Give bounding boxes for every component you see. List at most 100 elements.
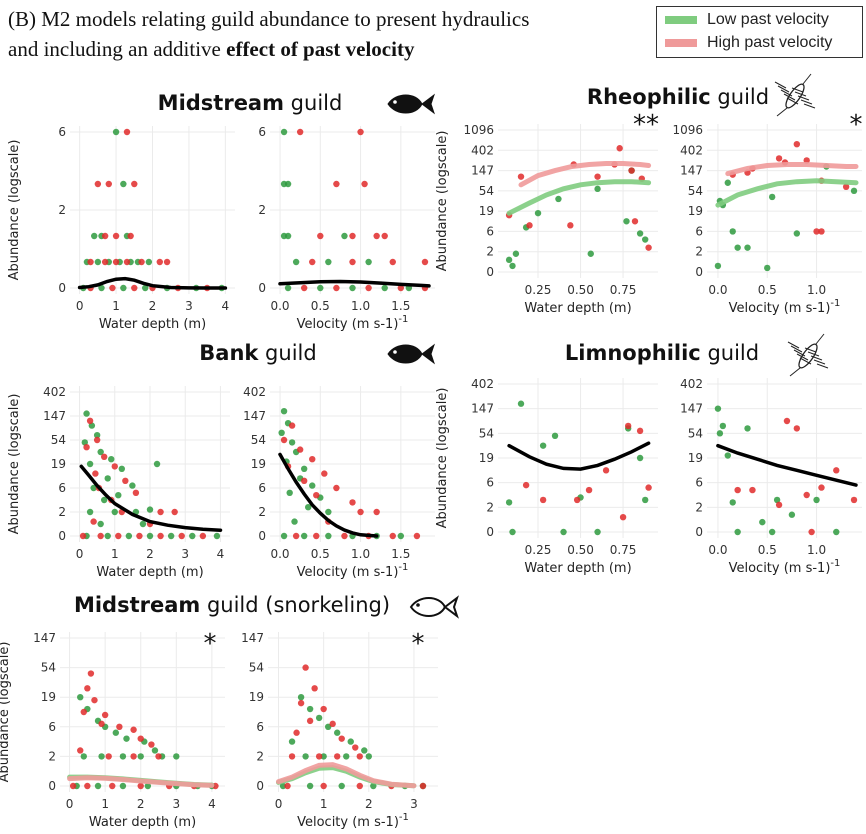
red-point [100, 453, 108, 460]
green-point [98, 753, 105, 760]
red-point [155, 753, 162, 760]
green-point [768, 528, 776, 536]
green-point [111, 508, 118, 516]
y-tick-label: 6 [48, 720, 56, 734]
fish-eye [416, 603, 420, 607]
legend-swatch-low [665, 16, 697, 24]
legend-item-high: High past velocity [665, 32, 832, 54]
y-tick-label: 6 [695, 476, 703, 490]
green-point [86, 460, 94, 468]
green-point [119, 753, 127, 760]
larva-leg [800, 99, 813, 105]
green-point [83, 410, 90, 417]
x-tick-label: 1.5 [391, 299, 410, 313]
legend-item-low: Low past velocity [665, 9, 829, 31]
red-point [526, 222, 533, 229]
green-point [505, 499, 513, 506]
green-point [104, 475, 111, 482]
y-tick-label: 19 [688, 451, 703, 465]
red-point [112, 232, 120, 240]
green-point [759, 518, 766, 526]
red-point [148, 741, 155, 748]
green-point [768, 193, 776, 201]
larva-antenna [815, 333, 825, 345]
fit-line [79, 464, 223, 532]
x-axis-label: Velocity (m s-1)-1 [297, 314, 409, 332]
green-point [142, 284, 149, 292]
y-tick-label: 54 [251, 433, 266, 447]
red-point [389, 532, 396, 540]
green-point [291, 518, 298, 525]
x-tick-label: 1 [320, 797, 328, 811]
significance-mark: * [850, 110, 863, 140]
red-point [311, 685, 318, 692]
y-tick-label: 54 [479, 184, 494, 198]
red-point [98, 720, 105, 728]
green-point [167, 532, 175, 540]
y-tick-label: 402 [243, 385, 266, 399]
red-fit-line [518, 161, 652, 188]
green-point [94, 258, 102, 266]
green-point [505, 256, 513, 264]
green-point [97, 448, 104, 456]
y-tick-label: 19 [51, 457, 66, 471]
red-point [517, 173, 525, 180]
green-point [306, 782, 314, 790]
x-axis-label: Velocity (m s-1)-1 [297, 562, 409, 580]
y-tick-label: 147 [241, 631, 264, 645]
y-tick-label: 402 [471, 143, 494, 157]
red-point [320, 782, 327, 790]
x-tick-label: 0.5 [758, 283, 777, 297]
red-point [69, 782, 77, 790]
y-tick-label: 2 [48, 749, 56, 763]
red-point [94, 180, 102, 188]
panel-title-3: Limnophilic guild [565, 341, 759, 365]
fit-line [507, 441, 651, 471]
green-point [555, 195, 562, 203]
green-point [129, 482, 136, 489]
y-tick-label: 54 [41, 661, 56, 675]
green-point [284, 232, 292, 240]
larva-leg [774, 81, 787, 89]
x-tick-label: 2 [146, 547, 154, 561]
fish-body [387, 344, 423, 364]
subplot-0: 0 2 6 0 1 2 3 4 Water depth (m) Abundance (logsca… [7, 125, 235, 332]
x-tick-label: 0.25 [525, 543, 552, 557]
green-point [137, 753, 144, 760]
green-point [714, 405, 722, 412]
y-tick-label: 54 [479, 426, 494, 440]
x-axis-label: Water depth (m) [524, 301, 631, 316]
red-point [818, 228, 825, 235]
green-point [112, 128, 120, 136]
red-point [280, 436, 288, 444]
y-tick-label: 6 [486, 224, 494, 238]
green-point [90, 484, 97, 492]
red-point [137, 782, 144, 790]
x-tick-label: 0 [76, 299, 84, 313]
green-point [560, 528, 567, 536]
x-tick-label: 4 [217, 547, 225, 561]
green-point [349, 284, 356, 292]
red-point [137, 735, 144, 742]
green-point [734, 244, 741, 251]
red-point [421, 258, 429, 266]
red-point [116, 723, 123, 730]
green-point [284, 180, 292, 188]
red-point [309, 456, 316, 463]
green-point [146, 532, 154, 540]
green-point [120, 284, 127, 292]
green-fit-line [506, 179, 652, 216]
red-point [645, 484, 652, 491]
green-point [793, 230, 801, 237]
green-point [714, 262, 722, 270]
y-tick-label: 2 [695, 245, 703, 259]
red-point [573, 496, 581, 504]
red-point [288, 422, 296, 429]
y-tick-label: 1096 [672, 123, 703, 137]
red-point [77, 747, 84, 754]
y-tick-label: 2 [486, 500, 494, 514]
y-tick-label: 6 [695, 224, 703, 238]
red-point [300, 477, 308, 484]
